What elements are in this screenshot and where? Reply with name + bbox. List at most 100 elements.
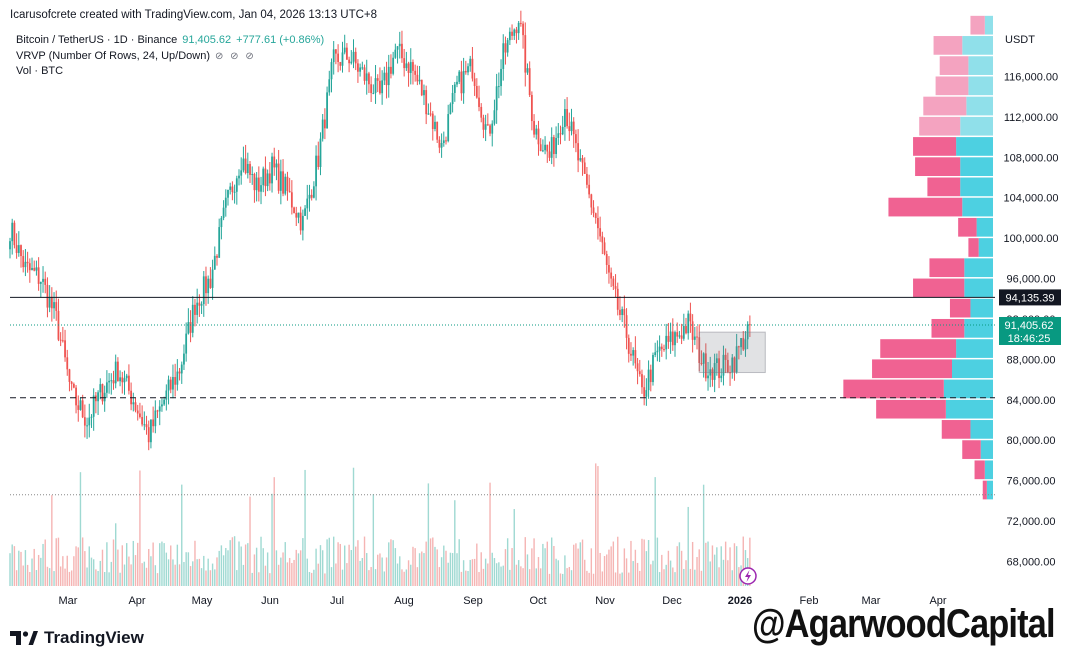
candle-body: [15, 245, 18, 253]
volume-bar: [440, 557, 443, 586]
candle-body: [489, 125, 491, 134]
candle-body: [453, 84, 456, 93]
candle-body: [737, 346, 740, 348]
volume-bar: [359, 560, 361, 586]
volume-bar: [119, 572, 121, 586]
volume-bar: [553, 546, 555, 586]
volume-bar: [590, 548, 593, 586]
candle-body: [533, 121, 535, 135]
volume-bar: [471, 559, 474, 586]
y-tick-label: 72,000.00: [1007, 516, 1056, 528]
candle-body: [275, 163, 278, 168]
volume-bar: [416, 567, 419, 586]
volume-bar: [156, 573, 159, 586]
volume-bar: [432, 537, 434, 586]
candle-body: [740, 338, 742, 348]
tradingview-logo-text: TradingView: [44, 628, 144, 647]
x-tick-label: Aug: [394, 595, 414, 607]
volume-bar: [683, 568, 685, 586]
candle-body: [152, 419, 155, 427]
candle-body: [35, 267, 38, 271]
volume-bar: [493, 558, 496, 586]
candle-body: [114, 361, 117, 384]
volume-bar: [143, 561, 146, 586]
volume-bar: [650, 564, 652, 586]
vrvp-row[interactable]: VRVP (Number Of Rows, 24, Up/Down) ⊘ ⊘ ⊘: [16, 49, 324, 65]
volume-bar: [517, 560, 520, 586]
volume-bar: [498, 562, 500, 586]
candle-body: [260, 185, 262, 192]
candle-body: [689, 313, 692, 322]
volume-bar: [271, 493, 273, 586]
volume-bar: [568, 566, 571, 586]
candle-body: [471, 58, 474, 79]
volume-bar: [412, 546, 414, 586]
volume-bar: [150, 556, 152, 586]
volume-bar: [370, 566, 372, 586]
volume-bar: [211, 563, 214, 586]
volume-bar: [194, 540, 196, 586]
candle-body: [674, 332, 676, 346]
vp-down-bar: [888, 197, 963, 217]
volume-bar: [363, 536, 366, 586]
symbol-row[interactable]: Bitcoin / TetherUS · 1D · Binance 91,405…: [16, 33, 324, 49]
candle-body: [90, 416, 93, 418]
candle-body: [484, 124, 487, 130]
volume-row[interactable]: Vol · BTC: [16, 64, 324, 80]
volume-bar: [368, 570, 370, 586]
volume-bar: [645, 551, 648, 586]
candle-body: [28, 263, 31, 271]
candle-body: [251, 174, 254, 176]
candle-body: [715, 358, 718, 363]
volume-bar: [121, 545, 124, 586]
candle-body: [359, 67, 362, 72]
volume-bar: [707, 541, 709, 586]
x-tick-label: Mar: [862, 595, 881, 607]
vp-up-bar: [968, 56, 993, 75]
candle-body: [119, 377, 121, 382]
candle-body: [528, 68, 531, 95]
volume-bar: [617, 536, 619, 586]
volume-bar: [506, 538, 509, 586]
candle-body: [220, 217, 223, 228]
candle-body: [86, 425, 88, 427]
candle-body: [572, 121, 575, 135]
vp-down-bar: [872, 359, 952, 379]
volume-bar: [524, 537, 526, 586]
vp-down-bar: [939, 56, 969, 75]
y-tick-label: 76,000.00: [1007, 476, 1056, 488]
volume-bar: [465, 570, 467, 586]
vp-up-bar: [960, 157, 993, 177]
volume-bar: [174, 564, 176, 586]
volume-bar: [112, 539, 115, 586]
vp-up-bar: [964, 278, 993, 298]
candle-body: [506, 40, 509, 53]
candle-body: [156, 410, 159, 412]
candle-body: [462, 71, 465, 94]
tradingview-logo[interactable]: TradingView: [10, 628, 144, 648]
volume-bar: [222, 555, 225, 586]
candle-body: [224, 197, 227, 208]
volume-bar: [152, 542, 154, 586]
volume-bar: [502, 565, 504, 586]
candle-body: [665, 335, 668, 350]
candle-body: [64, 340, 66, 358]
indicator-visibility-icon[interactable]: ⊘ ⊘ ⊘: [215, 50, 256, 62]
volume-bar: [110, 561, 112, 586]
candle-body: [621, 309, 624, 315]
candle-body: [614, 286, 617, 289]
volume-bar: [669, 560, 672, 586]
candle-body: [180, 364, 183, 374]
candle-body: [535, 128, 538, 135]
volume-bar: [628, 572, 630, 586]
volume-bar: [227, 550, 229, 586]
candle-body: [244, 158, 247, 174]
candle-body: [566, 109, 569, 127]
volume-bar: [273, 477, 275, 586]
volume-bar: [689, 568, 692, 586]
volume-bar: [192, 561, 194, 586]
volume-bar: [326, 539, 328, 586]
volume-bar: [718, 567, 720, 586]
volume-bar: [293, 559, 295, 586]
